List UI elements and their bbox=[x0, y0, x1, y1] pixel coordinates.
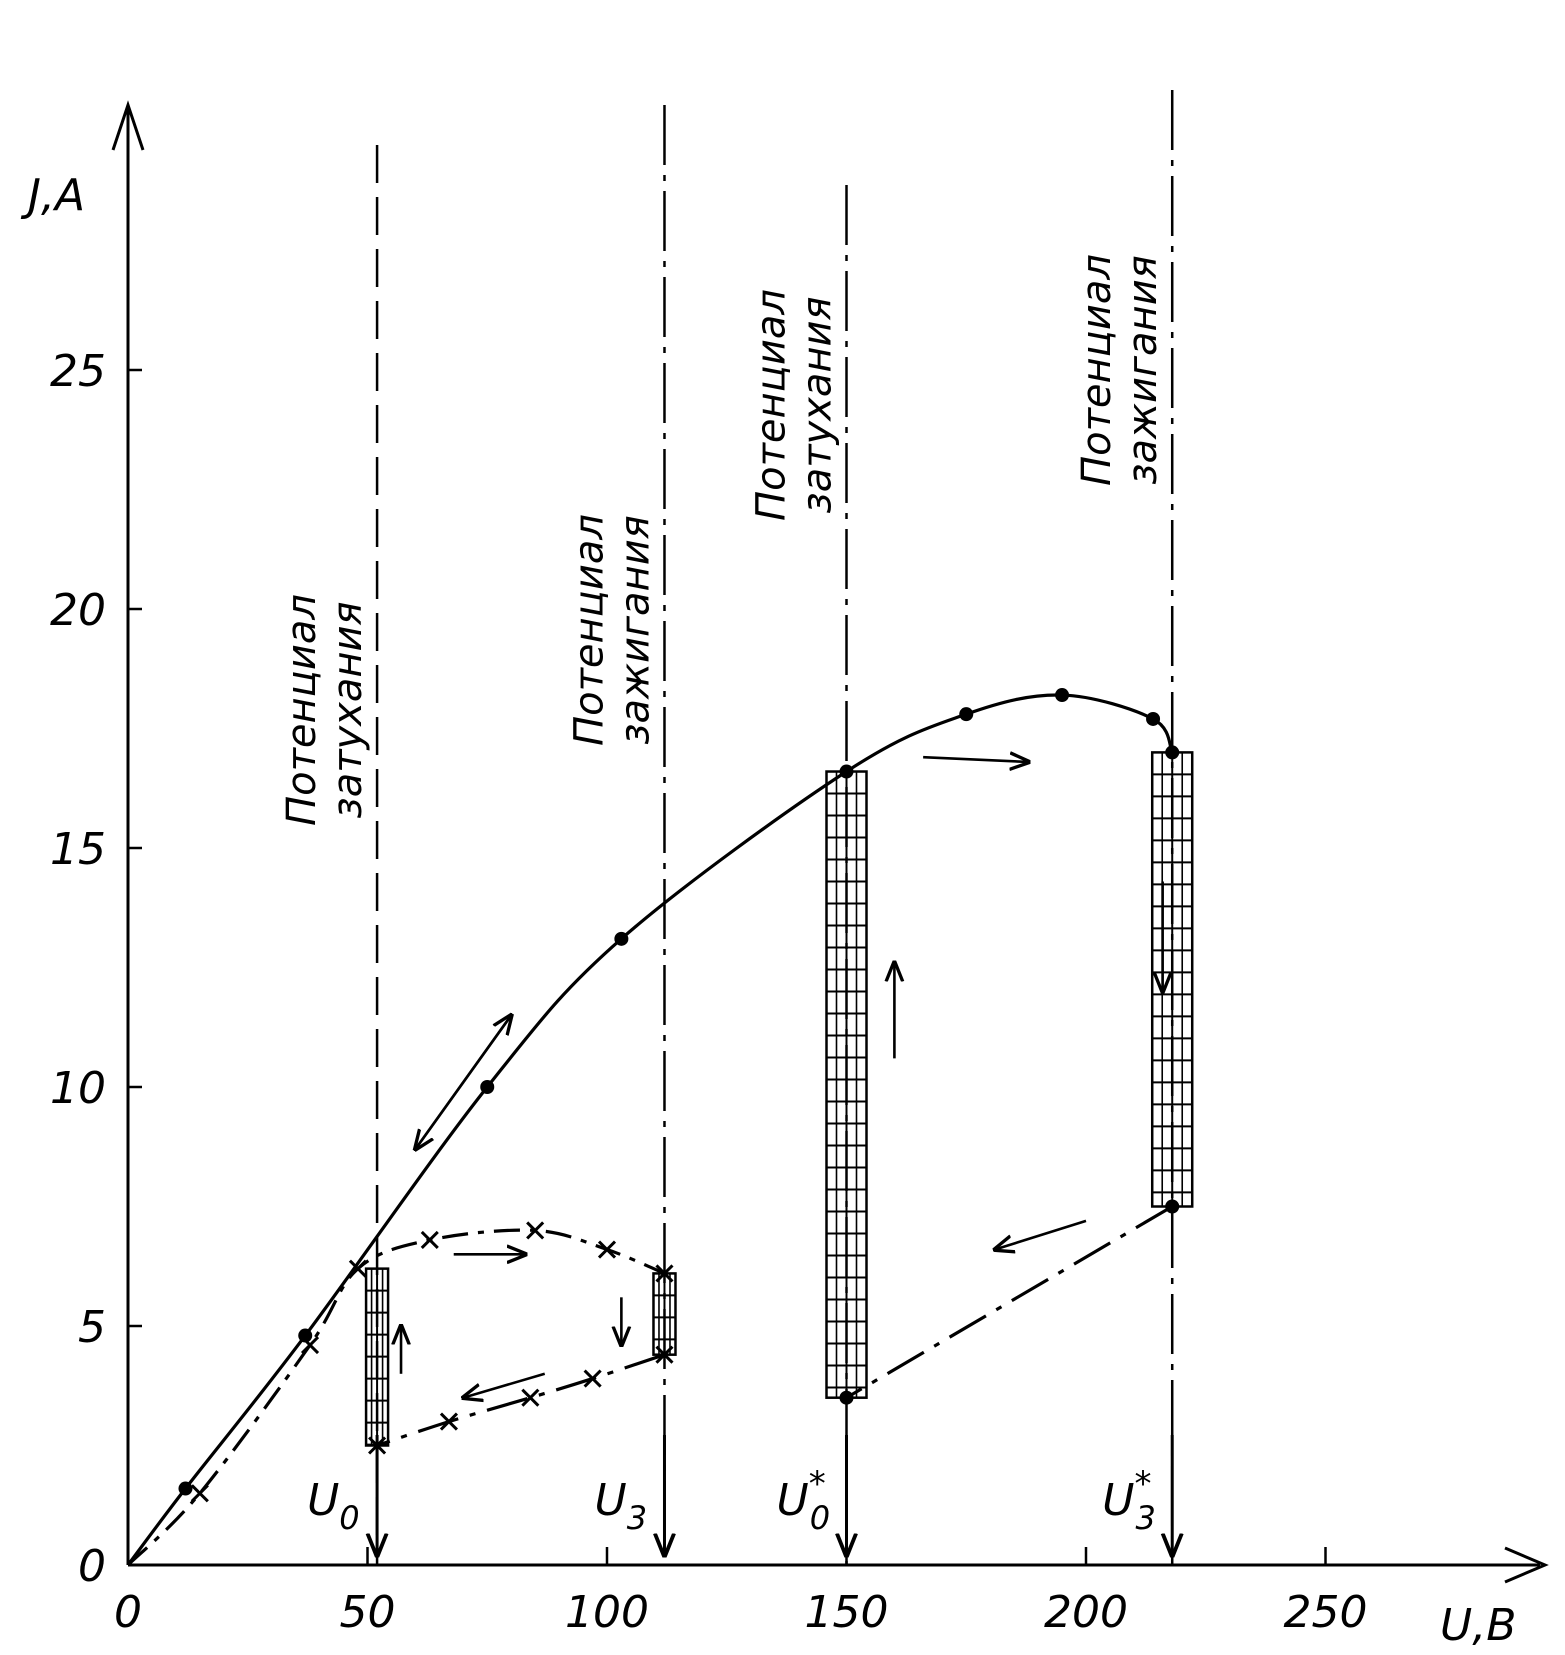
marker-caption-line2: зажигания bbox=[612, 515, 658, 745]
data-point-dot bbox=[614, 932, 628, 946]
marker-caption-line1: Потенциал bbox=[566, 514, 612, 746]
marker-caption-line2: затухания bbox=[795, 296, 841, 513]
marker-u-label: U*0 bbox=[777, 1464, 831, 1537]
series-curve bbox=[128, 1230, 664, 1565]
marker-caption: Потенциалзатухания bbox=[749, 289, 841, 521]
y-tick-label: 0 bbox=[78, 1541, 106, 1592]
marker-caption-line1: Потенциал bbox=[279, 594, 325, 826]
data-point-dot bbox=[1165, 1200, 1179, 1214]
data-point-cross bbox=[599, 1242, 615, 1258]
y-tick-label: 25 bbox=[50, 346, 106, 397]
data-point-cross bbox=[441, 1414, 457, 1430]
y-tick-label: 10 bbox=[50, 1063, 106, 1114]
x-axis-label: U,B bbox=[1440, 1600, 1516, 1651]
y-tick-label: 5 bbox=[78, 1302, 106, 1353]
x-tick-label: 50 bbox=[340, 1587, 396, 1638]
transition-hatch bbox=[1152, 752, 1192, 1206]
transition-hatch bbox=[827, 772, 867, 1398]
data-point-dot bbox=[1146, 712, 1160, 726]
data-point-dot bbox=[840, 1391, 854, 1405]
data-point-cross bbox=[422, 1232, 438, 1248]
marker-caption-line1: Потенциал bbox=[749, 289, 795, 521]
direction-arrow bbox=[995, 1221, 1086, 1250]
data-point-cross bbox=[585, 1371, 601, 1387]
data-point-dot bbox=[480, 1080, 494, 1094]
data-point-dot bbox=[1165, 745, 1179, 759]
data-point-dot bbox=[840, 765, 854, 779]
transition-hatch bbox=[653, 1273, 675, 1354]
marker-u-label: U*3 bbox=[1102, 1464, 1156, 1537]
marker-caption-line2: зажигания bbox=[1120, 255, 1166, 485]
marker-u-label: U3 bbox=[594, 1475, 647, 1537]
marker-caption: Потенциалзажигания bbox=[566, 514, 658, 746]
data-point-cross bbox=[192, 1485, 208, 1501]
transition-hatch bbox=[366, 1269, 388, 1446]
x-tick-label: 150 bbox=[805, 1587, 889, 1638]
data-point-dot bbox=[1055, 688, 1069, 702]
series-return-curve bbox=[377, 1355, 664, 1446]
data-point-dot bbox=[959, 707, 973, 721]
direction-arrow bbox=[923, 757, 1028, 762]
marker-u-label: U0 bbox=[307, 1475, 360, 1537]
x-tick-label: 0 bbox=[114, 1587, 142, 1638]
x-tick-label: 100 bbox=[565, 1587, 649, 1638]
marker-caption-line2: затухания bbox=[325, 601, 371, 818]
axis-ticks: 0 50 100 150 200 250 0 5 10 15 20 25 bbox=[50, 346, 1367, 1638]
series-return-curve bbox=[847, 1207, 1173, 1398]
data-point-dot bbox=[178, 1482, 192, 1496]
marker-caption: Потенциалзажигания bbox=[1074, 254, 1166, 486]
y-tick-label: 20 bbox=[50, 585, 106, 636]
marker-caption: Потенциалзатухания bbox=[279, 594, 371, 826]
y-tick-label: 15 bbox=[50, 824, 106, 875]
x-tick-label: 250 bbox=[1284, 1587, 1368, 1638]
direction-arrow bbox=[415, 1015, 511, 1149]
vertical-markers: U0ПотенциалзатуханияU3Потенциалзажигания… bbox=[279, 90, 1172, 1565]
x-tick-label: 200 bbox=[1044, 1587, 1128, 1638]
y-axis-label: J,A bbox=[20, 170, 85, 221]
data-point-cross bbox=[527, 1222, 543, 1238]
marker-caption-line1: Потенциал bbox=[1074, 254, 1120, 486]
